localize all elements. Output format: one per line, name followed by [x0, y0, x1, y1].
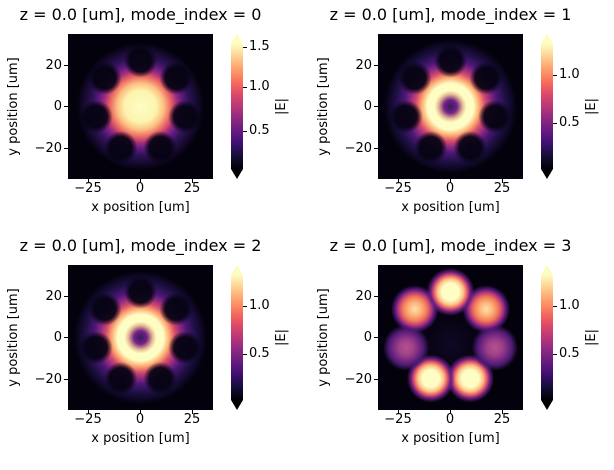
x-tick-label: 25 [183, 181, 201, 196]
y-tick-label: 0 [363, 99, 372, 114]
colorbar-tick-mark [243, 353, 247, 355]
y-tick-label: 20 [355, 58, 372, 73]
colorbar-tick-mark [243, 46, 247, 48]
y-tick-mark [64, 296, 68, 297]
x-tick-mark [398, 179, 399, 183]
colorbar-extend-min-arrow [231, 400, 243, 410]
x-tick-label: −25 [74, 181, 102, 196]
x-tick-mark [192, 410, 193, 414]
colorbar-tick-mark [553, 353, 557, 355]
mode-field-heatmap [68, 34, 213, 179]
y-tick-mark [374, 379, 378, 380]
colorbar-extend-max-arrow [231, 265, 243, 275]
y-tick-mark [64, 337, 68, 338]
x-tick-label: −25 [74, 412, 102, 427]
x-tick-mark [450, 410, 451, 414]
x-axis-label: x position [um] [91, 431, 190, 446]
colorbar [231, 275, 243, 400]
x-tick-label: 25 [493, 412, 511, 427]
x-tick-mark [502, 410, 503, 414]
colorbar-tick-mark [243, 87, 247, 89]
colorbar-label: |E| [578, 265, 604, 410]
colorbar [231, 44, 243, 169]
colorbar-extend-max-arrow [541, 34, 553, 44]
colorbar-extend-min-arrow [541, 400, 553, 410]
subplot-mode-1: z = 0.0 [um], mode_index = 1 y position … [310, 0, 614, 235]
colorbar-label: |E| [578, 34, 604, 179]
subplot-title: z = 0.0 [um], mode_index = 3 [329, 236, 572, 255]
y-tick-mark [374, 296, 378, 297]
y-tick-label: 20 [45, 289, 62, 304]
x-tick-mark [450, 179, 451, 183]
x-tick-mark [502, 179, 503, 183]
x-tick-mark [88, 410, 89, 414]
colorbar-extend-min-arrow [541, 169, 553, 179]
colorbar-tick-mark [243, 130, 247, 132]
subplot-title: z = 0.0 [um], mode_index = 2 [19, 236, 262, 255]
x-tick-label: 0 [445, 181, 455, 196]
y-tick-label: 0 [363, 330, 372, 345]
mode-field-heatmap [378, 265, 523, 410]
colorbar-tick-mark [243, 306, 247, 308]
y-tick-mark [374, 65, 378, 66]
x-tick-label: −25 [384, 181, 412, 196]
subplot-title: z = 0.0 [um], mode_index = 0 [19, 5, 262, 24]
x-tick-label: 0 [135, 181, 145, 196]
mode-field-heatmap [378, 34, 523, 179]
x-tick-label: 25 [493, 181, 511, 196]
x-tick-label: 0 [135, 412, 145, 427]
subplot-mode-2: z = 0.0 [um], mode_index = 2 y position … [0, 231, 307, 466]
subplot-title: z = 0.0 [um], mode_index = 1 [329, 5, 572, 24]
colorbar-label-text: |E| [273, 98, 289, 115]
colorbar-label: |E| [268, 265, 294, 410]
colorbar-label-text: |E| [273, 329, 289, 346]
y-tick-mark [374, 106, 378, 107]
x-tick-mark [140, 179, 141, 183]
y-tick-label: 0 [53, 330, 62, 345]
colorbar-label-text: |E| [583, 329, 599, 346]
colorbar-label-text: |E| [583, 98, 599, 115]
colorbar [541, 275, 553, 400]
y-tick-mark [374, 337, 378, 338]
y-tick-mark [64, 65, 68, 66]
y-tick-label: −20 [34, 141, 62, 156]
x-tick-label: 25 [183, 412, 201, 427]
colorbar-extend-max-arrow [541, 265, 553, 275]
colorbar-tick-mark [553, 122, 557, 124]
x-axis-label: x position [um] [401, 200, 500, 215]
x-tick-label: 0 [445, 412, 455, 427]
x-tick-mark [192, 179, 193, 183]
y-tick-mark [64, 148, 68, 149]
subplot-mode-0: z = 0.0 [um], mode_index = 0 y position … [0, 0, 307, 235]
x-axis-label: x position [um] [91, 200, 190, 215]
colorbar-tick-mark [553, 75, 557, 77]
colorbar-tick-mark [553, 306, 557, 308]
x-tick-mark [88, 179, 89, 183]
subplot-mode-3: z = 0.0 [um], mode_index = 3 y position … [310, 231, 614, 466]
colorbar [541, 44, 553, 169]
mode-field-heatmap [68, 265, 213, 410]
x-tick-label: −25 [384, 412, 412, 427]
y-tick-label: −20 [344, 141, 372, 156]
x-tick-mark [140, 410, 141, 414]
colorbar-extend-min-arrow [231, 169, 243, 179]
x-axis-label: x position [um] [401, 431, 500, 446]
y-tick-label: 0 [53, 99, 62, 114]
y-tick-label: −20 [34, 372, 62, 387]
y-tick-label: 20 [355, 289, 372, 304]
y-tick-label: 20 [45, 58, 62, 73]
y-tick-label: −20 [344, 372, 372, 387]
y-tick-mark [374, 148, 378, 149]
x-tick-mark [398, 410, 399, 414]
y-tick-mark [64, 106, 68, 107]
colorbar-label: |E| [268, 34, 294, 179]
colorbar-extend-max-arrow [231, 34, 243, 44]
y-tick-mark [64, 379, 68, 380]
